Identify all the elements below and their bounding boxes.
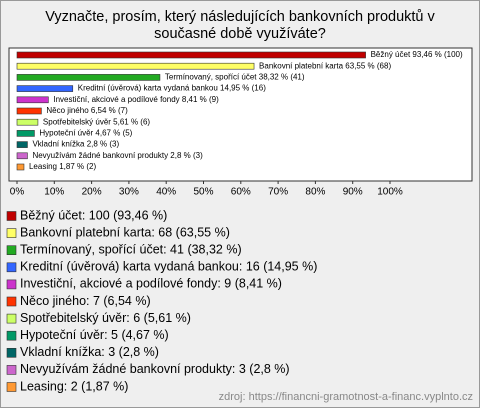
legend-swatch bbox=[6, 313, 17, 324]
data-label: Kreditní (úvěrová) karta vydaná bankou 1… bbox=[78, 84, 266, 93]
legend-label: Leasing: 2 (1,87 %) bbox=[20, 379, 128, 393]
x-tick-label: 0% bbox=[10, 187, 25, 198]
legend-label: Vkladní knížka: 3 (2,8 %) bbox=[20, 345, 159, 359]
legend-swatch bbox=[6, 279, 17, 290]
bars: Běžný účet 93,46 % (100) Bankovní platebn… bbox=[16, 50, 463, 171]
legend-swatch bbox=[6, 365, 17, 375]
bar bbox=[16, 130, 35, 137]
legend-swatch bbox=[6, 296, 17, 307]
plot-area bbox=[8, 47, 473, 182]
legend-label: Něco jiného: 7 (6,54 %) bbox=[20, 294, 151, 308]
x-tick-label: 60% bbox=[231, 187, 251, 198]
x-tick-label: 40% bbox=[156, 187, 176, 198]
data-label: Investiční, akciové a podílové fondy 8,4… bbox=[53, 95, 219, 104]
legend-swatch bbox=[6, 347, 17, 358]
legend-label: Nevyužívám žádné bankovní produkty: 3 (2… bbox=[20, 362, 290, 376]
legend-label: Kreditní (úvěrová) karta vydaná bankou: … bbox=[20, 260, 317, 274]
x-tick-label: 90% bbox=[343, 187, 363, 198]
legend-label: Spotřebitelský úvěr: 6 (5,61 %) bbox=[20, 311, 191, 325]
legend-label: Hypoteční úvěr: 5 (4,67 %) bbox=[20, 328, 169, 342]
x-tick-label: 20% bbox=[82, 187, 102, 198]
legend-swatch bbox=[6, 211, 17, 221]
chart-title: současné době využíváte? bbox=[154, 26, 326, 42]
legend-swatch bbox=[6, 228, 17, 238]
data-label: Běžný účet 93,46 % (100) bbox=[371, 50, 463, 59]
x-tick-label: 100% bbox=[377, 187, 403, 198]
bar bbox=[16, 85, 74, 92]
bar bbox=[16, 51, 366, 59]
bar bbox=[16, 152, 28, 160]
data-label: Něco jiného 6,54 % (7) bbox=[46, 106, 128, 115]
data-label: Bankovní platební karta 63,55 % (68) bbox=[259, 61, 391, 70]
x-tick-label: 50% bbox=[193, 187, 213, 198]
legend-swatch bbox=[6, 382, 17, 392]
x-tick-label: 80% bbox=[305, 187, 325, 198]
data-label: Hypoteční úvěr 4,67 % (5) bbox=[39, 129, 132, 138]
data-label: Nevyužívám žádné bankovní produkty 2,8 %… bbox=[32, 151, 203, 160]
data-label: Vkladní knížka 2,8 % (3) bbox=[32, 140, 119, 149]
x-tick-label: 70% bbox=[268, 187, 288, 198]
x-tick-label: 10% bbox=[44, 187, 64, 198]
legend-label: Termínovaný, spořící účet: 41 (38,32 %) bbox=[20, 242, 242, 256]
legend-label: Investiční, akciové a podílové fondy: 9 … bbox=[20, 277, 282, 291]
legend-swatch bbox=[6, 330, 17, 341]
bar bbox=[16, 62, 255, 70]
x-tick-label: 30% bbox=[119, 187, 139, 198]
bar bbox=[16, 96, 49, 104]
data-label: Termínovaný, spořící účet 38,32 % (41) bbox=[165, 73, 305, 82]
bar bbox=[16, 118, 39, 126]
legend-swatch bbox=[6, 245, 17, 255]
legend-swatch bbox=[6, 262, 17, 273]
bar bbox=[16, 74, 161, 81]
legend-label: Běžný účet: 100 (93,46 %) bbox=[20, 208, 167, 222]
data-label: Spotřebitelský úvěr 5,61 % (6) bbox=[43, 117, 150, 126]
chart-title: Vyznačte, prosím, který následujících ba… bbox=[45, 9, 435, 25]
legend-label: Bankovní platební karta: 68 (63,55 %) bbox=[20, 225, 230, 239]
source: zdroj: https://financni-gramotnost-a-fin… bbox=[219, 391, 473, 403]
data-label: Leasing 1,87 % (2) bbox=[29, 162, 96, 171]
bar bbox=[16, 107, 42, 115]
bar bbox=[16, 163, 25, 171]
bar bbox=[16, 141, 28, 148]
